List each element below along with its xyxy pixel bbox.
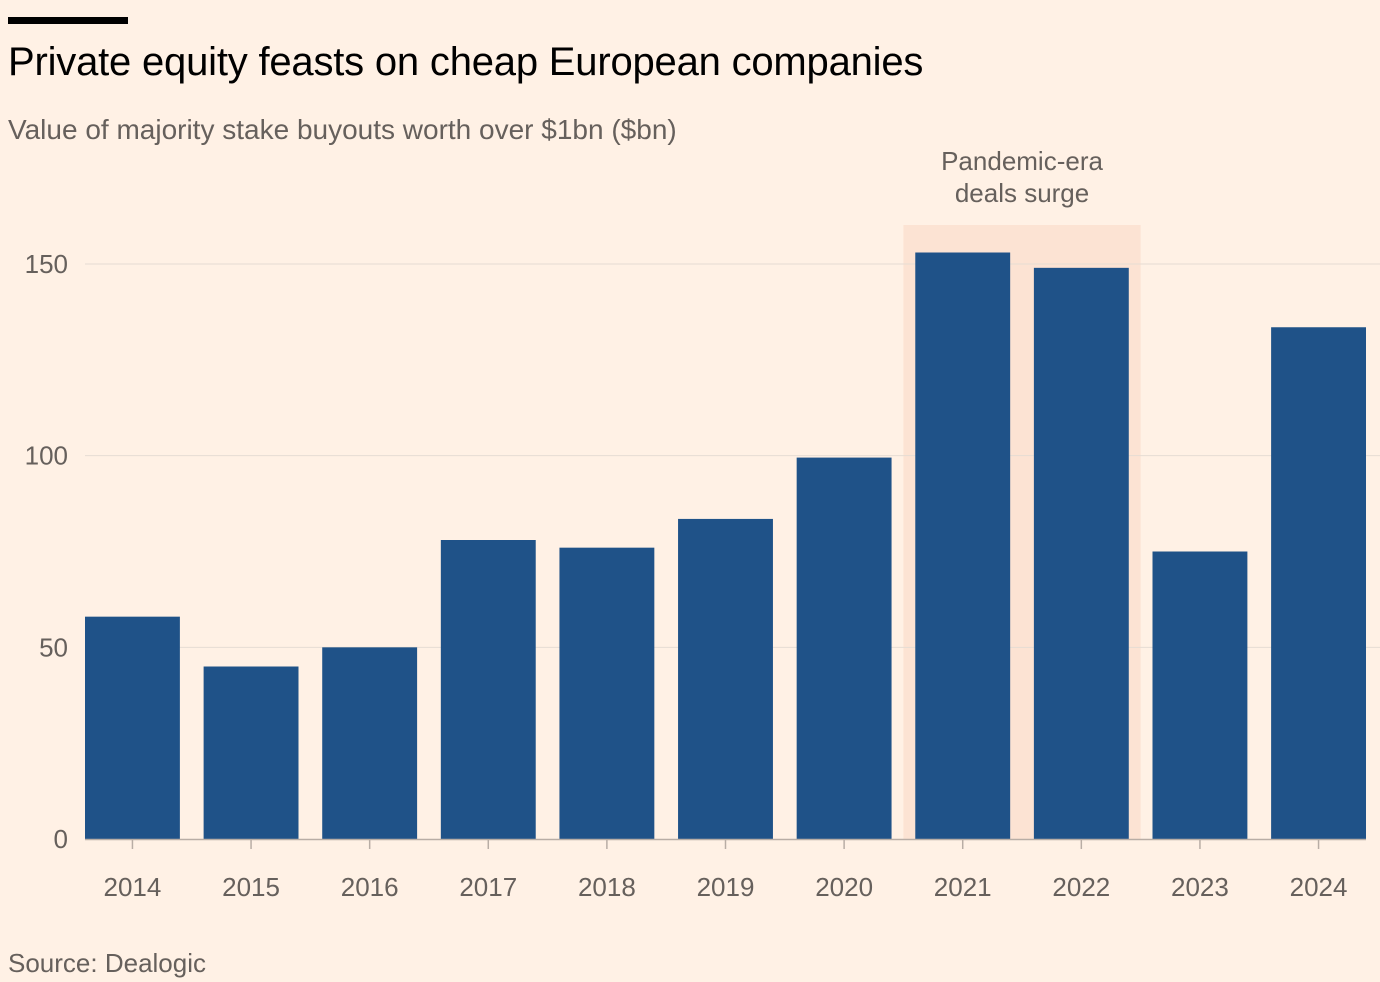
bar-2019	[678, 518, 773, 839]
annotation-line: Pandemic-era	[941, 146, 1103, 176]
x-tick-label: 2024	[1290, 872, 1348, 902]
x-tick-label: 2015	[222, 872, 280, 902]
bar-2020	[796, 457, 892, 839]
y-tick-label: 150	[25, 249, 68, 279]
x-tick-label: 2020	[815, 872, 873, 902]
y-tick-label: 50	[39, 632, 68, 662]
x-tick-label: 2019	[697, 872, 755, 902]
x-tick-label: 2016	[341, 872, 399, 902]
bar-2018	[559, 547, 655, 839]
top-rule	[8, 17, 128, 24]
bar-2022	[1033, 267, 1129, 839]
y-tick-label: 0	[54, 824, 68, 854]
x-tick-label: 2022	[1052, 872, 1110, 902]
x-tick-label: 2018	[578, 872, 636, 902]
x-tick-label: 2014	[104, 872, 162, 902]
bar-2024	[1271, 327, 1366, 839]
source-note: Source: Dealogic	[8, 948, 206, 978]
bar-2015	[203, 666, 299, 839]
bar-2017	[440, 540, 536, 839]
annotation-label: Pandemic-era deals surge	[941, 146, 1103, 208]
x-tick-label: 2017	[459, 872, 517, 902]
annotation-line: deals surge	[955, 178, 1089, 208]
bar-2023	[1152, 551, 1248, 839]
chart-subtitle: Value of majority stake buyouts worth ov…	[8, 114, 677, 145]
chart-title: Private equity feasts on cheap European …	[8, 40, 924, 84]
x-tick-label: 2023	[1171, 872, 1229, 902]
bar-2014	[85, 616, 180, 839]
bar-2016	[322, 647, 418, 839]
bar-2021	[915, 252, 1011, 839]
x-tick-label: 2021	[934, 872, 992, 902]
y-tick-label: 100	[25, 441, 68, 471]
